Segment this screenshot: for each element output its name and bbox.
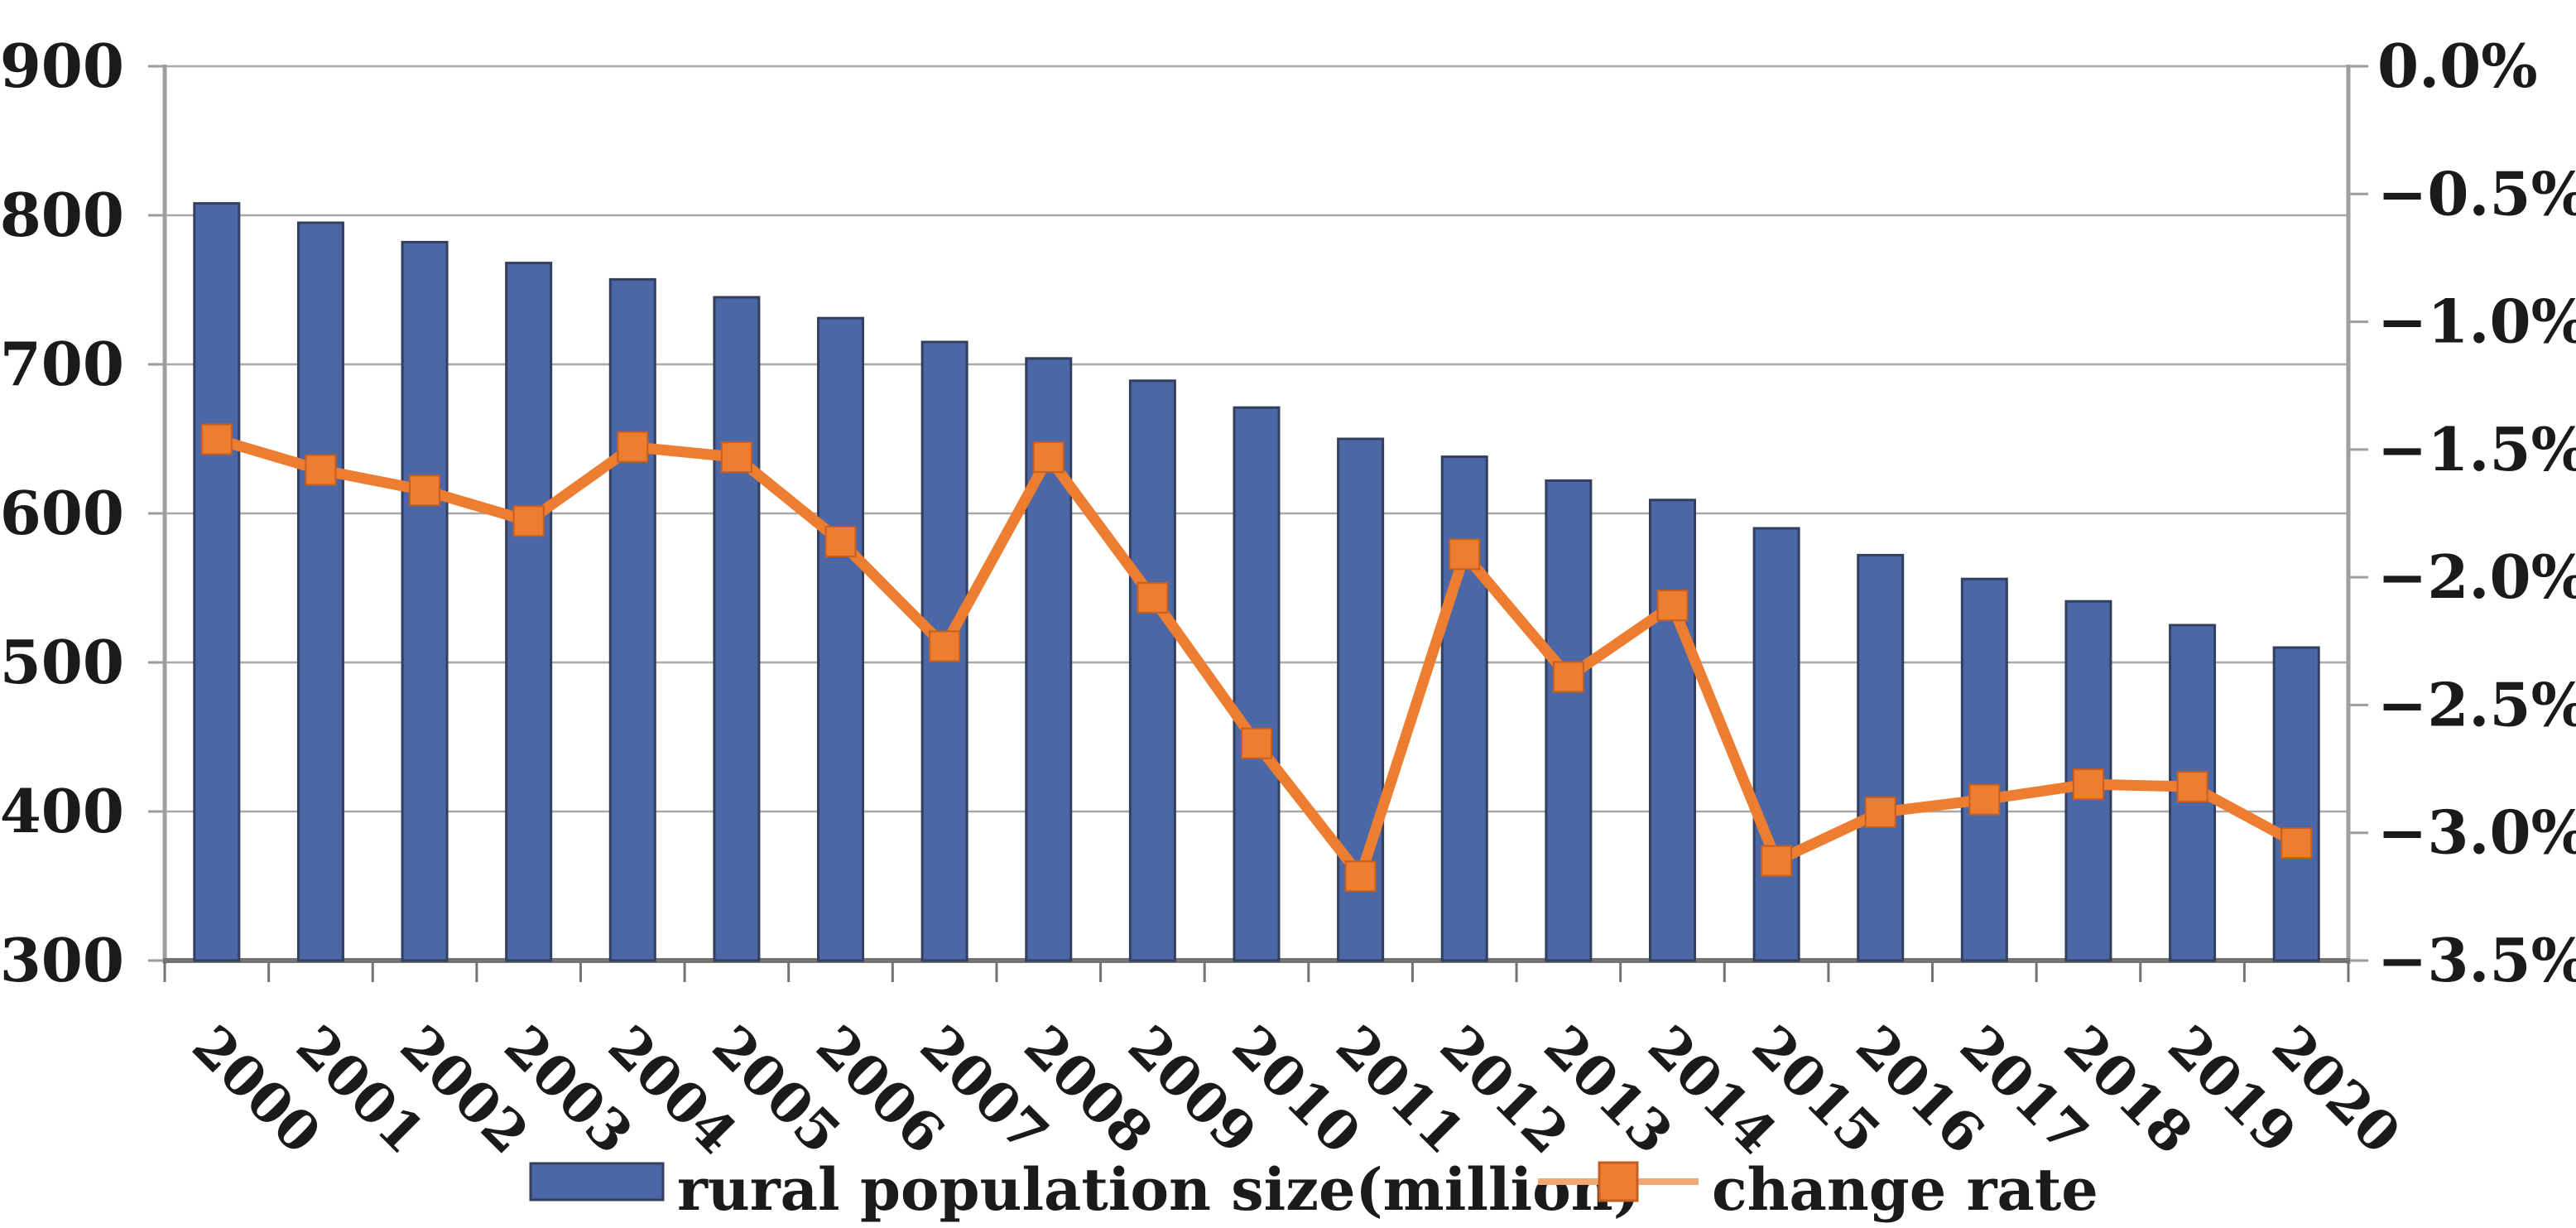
- line-series-change-rate: [200, 423, 2313, 893]
- right-axis-tick-label: −0.5%: [2377, 158, 2576, 229]
- marker-2015[interactable]: [1761, 845, 1793, 877]
- marker-2012[interactable]: [1449, 538, 1481, 571]
- marker-2009[interactable]: [1137, 581, 1169, 614]
- left-axis-tick-label: 300: [0, 925, 124, 995]
- marker-2018[interactable]: [2072, 768, 2104, 801]
- marker-2004[interactable]: [617, 431, 649, 463]
- bar-2013[interactable]: [1545, 479, 1593, 962]
- bar-2002[interactable]: [401, 240, 449, 962]
- marker-2010[interactable]: [1241, 727, 1272, 759]
- right-axis-tick-label: −3.5%: [2377, 925, 2576, 995]
- bar-2015[interactable]: [1752, 527, 1800, 962]
- legend-bar-swatch: [529, 1162, 665, 1202]
- bar-2020[interactable]: [2272, 646, 2320, 962]
- bar-2012[interactable]: [1440, 455, 1488, 962]
- marker-2007[interactable]: [929, 630, 961, 662]
- bar-2006[interactable]: [817, 316, 865, 962]
- marker-2006[interactable]: [824, 525, 857, 557]
- marker-2014[interactable]: [1656, 590, 1689, 622]
- legend-line-label: change rate: [1712, 1155, 2098, 1224]
- left-axis-tick-label: 900: [0, 31, 124, 101]
- right-axis-tick-label: 0.0%: [2377, 31, 2538, 101]
- right-axis-tick-labels: 0.0% −0.5% −1.0% −1.5% −2.0% −2.5% −3.0% −3.5%: [2377, 31, 2576, 995]
- legend-line-marker-icon: [1598, 1161, 1639, 1202]
- left-axis-tick-label: 400: [0, 776, 124, 846]
- marker-2019[interactable]: [2176, 771, 2208, 803]
- bar-2003[interactable]: [505, 262, 553, 962]
- bar-2014[interactable]: [1648, 498, 1696, 962]
- bar-2004[interactable]: [608, 277, 656, 962]
- legend: rural population size(million) change ra…: [529, 1155, 2098, 1224]
- left-axis-tick-label: 500: [0, 627, 124, 697]
- marker-2003[interactable]: [512, 505, 545, 537]
- right-axis-tick-label: −2.5%: [2377, 669, 2576, 739]
- right-axis-tick-label: −1.5%: [2377, 414, 2576, 484]
- left-axis-tick-label: 600: [0, 478, 124, 548]
- bar-2009[interactable]: [1128, 379, 1176, 962]
- marker-2002[interactable]: [409, 474, 441, 507]
- bar-series-rural-population: [193, 202, 2320, 962]
- marker-2016[interactable]: [1864, 797, 1896, 829]
- bar-2017[interactable]: [1960, 577, 2008, 962]
- bar-2005[interactable]: [713, 296, 761, 962]
- right-axis-tick-label: −1.0%: [2377, 287, 2576, 357]
- marker-2005[interactable]: [720, 441, 752, 474]
- left-axis-tick-label: 800: [0, 180, 124, 250]
- marker-2000[interactable]: [200, 423, 233, 455]
- marker-2001[interactable]: [305, 454, 337, 486]
- bar-2016[interactable]: [1857, 553, 1905, 962]
- bar-2000[interactable]: [193, 202, 241, 962]
- legend-bar-label: rural population size(million): [677, 1155, 1641, 1224]
- left-axis-tick-labels: 900 800 700 600 500 400 300: [0, 31, 124, 995]
- marker-2011[interactable]: [1344, 860, 1377, 893]
- marker-2013[interactable]: [1552, 661, 1584, 693]
- marker-2017[interactable]: [1968, 783, 2001, 816]
- left-axis-tick-label: 700: [0, 329, 124, 399]
- bar-2001[interactable]: [296, 221, 344, 962]
- bar-2010[interactable]: [1233, 406, 1281, 962]
- marker-2020[interactable]: [2280, 827, 2313, 860]
- right-axis-tick-label: −2.0%: [2377, 542, 2576, 612]
- x-axis-year-labels: 2000200120022003200420052006200720082009…: [180, 1013, 2413, 1166]
- marker-2008[interactable]: [1032, 441, 1065, 474]
- right-axis-tick-label: −3.0%: [2377, 797, 2576, 868]
